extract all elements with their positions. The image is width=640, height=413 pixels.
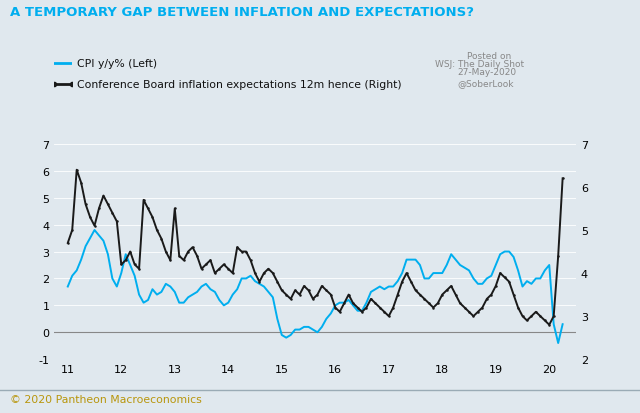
Text: CPI y/y% (Left): CPI y/y% (Left) [77, 59, 157, 69]
Text: 27-May-2020: 27-May-2020 [458, 68, 516, 77]
Text: A TEMPORARY GAP BETWEEN INFLATION AND EXPECTATIONS?: A TEMPORARY GAP BETWEEN INFLATION AND EX… [10, 6, 474, 19]
Text: © 2020 Pantheon Macroeconomics: © 2020 Pantheon Macroeconomics [10, 394, 202, 404]
Text: @SoberLook: @SoberLook [458, 79, 514, 88]
Text: Posted on: Posted on [467, 52, 511, 61]
Text: Conference Board inflation expectations 12m hence (Right): Conference Board inflation expectations … [77, 80, 401, 90]
Text: WSJ: The Daily Shot: WSJ: The Daily Shot [435, 60, 524, 69]
